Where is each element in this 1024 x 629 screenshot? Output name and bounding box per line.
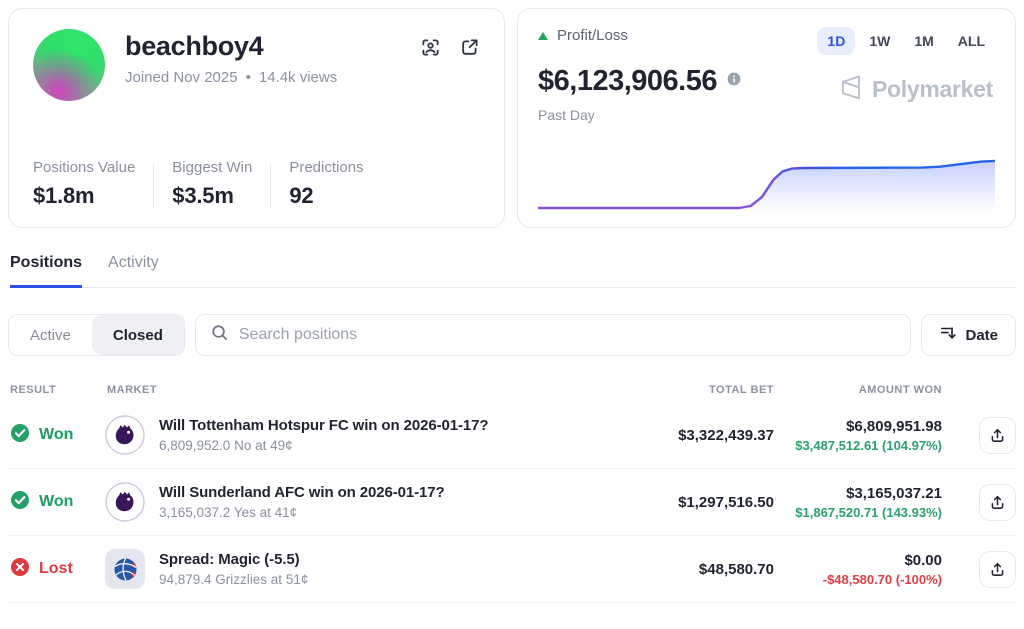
header-total-bet: TOTAL BET (709, 384, 774, 396)
info-icon[interactable] (726, 71, 742, 92)
sort-button-label: Date (965, 326, 998, 344)
pnl-chart-area (538, 151, 995, 215)
positions-table: RESULT MARKET TOTAL BET AMOUNT WON Won (8, 384, 1016, 603)
result-badge: Won (8, 490, 105, 515)
profile-tabs: Positions Activity (8, 254, 1016, 288)
table-row[interactable]: Won Will Sunderland AFC win on 2026-01-1… (8, 469, 1016, 536)
share-position-button[interactable] (979, 483, 1016, 521)
share-position-button[interactable] (979, 416, 1016, 454)
header-amount-won: AMOUNT WON (858, 384, 942, 396)
search-input[interactable] (238, 326, 897, 344)
profile-meta: Joined Nov 2025 • 14.4k views (125, 69, 337, 86)
stat-divider (270, 163, 272, 209)
header-result: RESULT (10, 384, 57, 396)
search-icon (210, 323, 229, 347)
username: beachboy4 (125, 31, 264, 61)
share-icon (991, 495, 1004, 509)
position-detail: 94,879.4 Grizzlies at 51¢ (159, 572, 309, 587)
joined-date: Joined Nov 2025 (125, 69, 238, 86)
polymarket-wordmark: Polymarket (871, 75, 993, 102)
polymarket-watermark: Polymarket (837, 73, 993, 105)
profile-card: beachboy4 Joined Nov 2025 • 14.4k views (8, 8, 505, 228)
premier-league-icon (105, 482, 145, 522)
external-link-icon[interactable] (459, 37, 480, 101)
status-segmented-control: Active Closed (8, 314, 185, 356)
positions-toolbar: Active Closed Date (8, 314, 1016, 356)
pnl-chart (538, 159, 995, 215)
market-title[interactable]: Will Sunderland AFC win on 2026-01-17? (159, 484, 445, 501)
profit-up-triangle-icon (538, 31, 548, 40)
won-check-icon (10, 423, 30, 448)
pnl-label: Profit/Loss (557, 27, 628, 44)
amount-won-value: $6,809,951.98 (846, 417, 942, 435)
stat-divider (153, 163, 155, 209)
tab-activity[interactable]: Activity (108, 254, 159, 271)
lost-x-icon (10, 557, 30, 582)
nba-basketball-icon (105, 549, 145, 589)
table-row[interactable]: Lost Spread: Magic (-5.5) 94,879.4 Grizz… (8, 536, 1016, 603)
share-icon (991, 428, 1004, 442)
profile-stats: Positions Value $1.8m Biggest Win $3.5m … (33, 159, 480, 209)
profile-header-section: beachboy4 Joined Nov 2025 • 14.4k views (0, 0, 1024, 228)
total-bet-value: $48,580.70 (698, 560, 774, 578)
table-row[interactable]: Won Will Tottenham Hotspur FC win on 202… (8, 402, 1016, 469)
position-detail: 3,165,037.2 Yes at 41¢ (159, 505, 298, 520)
views-count: 14.4k views (258, 69, 338, 86)
header-market: MARKET (107, 384, 158, 396)
total-bet-value: $1,297,516.50 (678, 493, 774, 511)
filter-closed-button[interactable]: Closed (91, 315, 184, 355)
polymarket-logo-icon (837, 73, 864, 105)
range-1w[interactable]: 1W (869, 33, 891, 49)
result-badge: Lost (8, 557, 105, 582)
table-header: RESULT MARKET TOTAL BET AMOUNT WON (8, 384, 1016, 402)
pnl-value: $3,487,512.61 (104.97%) (795, 437, 942, 453)
amount-won-value: $3,165,037.21 (846, 484, 942, 502)
filter-active-button[interactable]: Active (9, 315, 92, 355)
sort-descending-icon (939, 324, 957, 346)
stat-predictions: Predictions 92 (289, 159, 364, 208)
total-bet-value: $3,322,439.37 (678, 426, 774, 444)
time-range-selector: 1D 1W 1M ALL (817, 27, 995, 55)
sort-by-date-button[interactable]: Date (921, 314, 1016, 356)
stat-positions-value: Positions Value $1.8m (33, 159, 136, 208)
share-icon (991, 562, 1004, 576)
avatar (33, 29, 105, 101)
pnl-value: $1,867,520.71 (143.93%) (795, 504, 942, 520)
result-badge: Won (8, 423, 105, 448)
pnl-value: -$48,580.70 (-100%) (822, 571, 942, 587)
pnl-period: Past Day (538, 107, 595, 123)
scan-profile-icon[interactable] (420, 37, 441, 101)
meta-dot: • (245, 69, 251, 86)
stat-biggest-win: Biggest Win $3.5m (172, 159, 253, 208)
premier-league-icon (105, 415, 145, 455)
amount-won-value: $0.00 (904, 551, 942, 569)
position-detail: 6,809,952.0 No at 49¢ (159, 438, 293, 453)
won-check-icon (10, 490, 30, 515)
market-title[interactable]: Will Tottenham Hotspur FC win on 2026-01… (159, 417, 489, 434)
tab-positions[interactable]: Positions (10, 254, 83, 288)
range-1d[interactable]: 1D (817, 27, 856, 55)
search-box (194, 314, 912, 356)
pnl-card: Profit/Loss 1D 1W 1M ALL $6,123,906.56 P… (517, 8, 1016, 228)
market-title[interactable]: Spread: Magic (-5.5) (159, 551, 300, 568)
share-position-button[interactable] (979, 550, 1016, 588)
range-all[interactable]: ALL (957, 33, 985, 49)
range-1m[interactable]: 1M (914, 33, 934, 49)
pnl-amount: $6,123,906.56 (538, 65, 717, 97)
